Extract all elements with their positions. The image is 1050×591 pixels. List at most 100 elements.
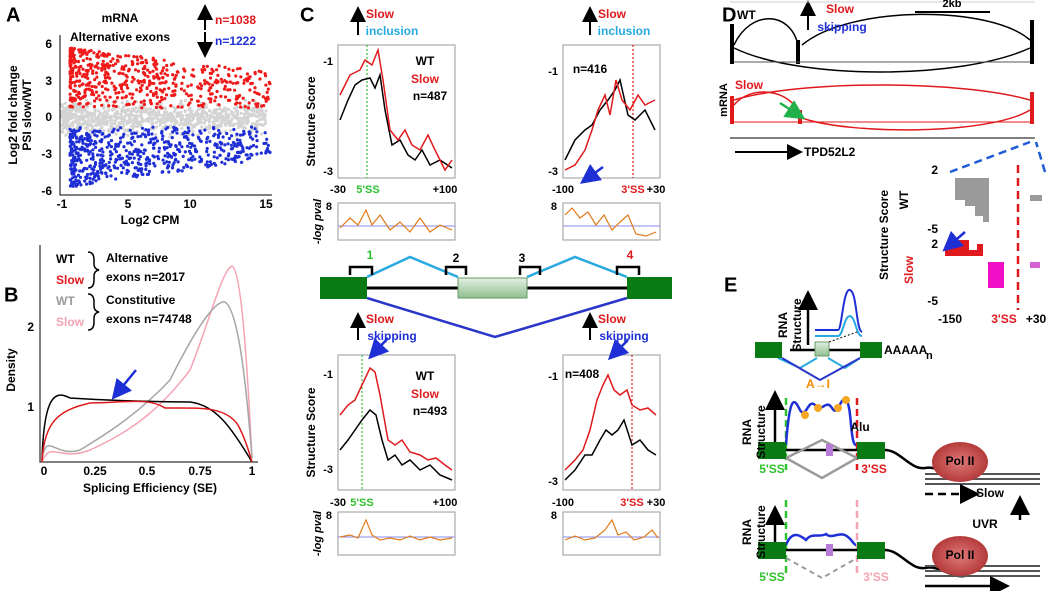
scatter-dot (218, 107, 222, 111)
scatter-dot (89, 139, 93, 143)
scatter-dot (101, 154, 105, 158)
scatter-dot (154, 133, 158, 137)
plot-frame (562, 202, 661, 241)
scatter-dot (238, 66, 242, 71)
scatter-dot (84, 87, 89, 91)
scatter-dot (103, 135, 107, 139)
axis (59, 35, 272, 196)
scatter-dot (82, 147, 87, 151)
scatter-dot (151, 92, 155, 96)
scatter-dot (230, 157, 234, 161)
scatter-dot (132, 131, 137, 135)
label: 5'SS (759, 462, 785, 476)
scatter-dot (68, 92, 72, 96)
scatter-dot (218, 146, 222, 150)
scatter-dot (78, 175, 83, 179)
scatter-dot (148, 79, 152, 83)
scatter-dot (135, 121, 139, 125)
scatter-dot (137, 157, 141, 161)
scatter-dot (233, 106, 237, 111)
scatter-dot (88, 164, 92, 168)
label: n=487 (413, 89, 448, 103)
scatter-dot (250, 122, 255, 126)
scatter-dot (207, 89, 211, 93)
scatter-dot (112, 69, 116, 73)
scatter-dot (241, 116, 245, 120)
label: Slow (902, 255, 916, 284)
label: RNA (740, 419, 754, 445)
arrow (111, 369, 137, 400)
scatter-dot (197, 116, 201, 120)
scatter-dot (71, 50, 75, 54)
label: -1 (323, 56, 333, 68)
scatter-dot (107, 133, 111, 137)
label: -3 (548, 476, 558, 488)
scatter-dot (235, 94, 239, 98)
scatter-dot (80, 52, 85, 56)
scatter-dot (100, 68, 104, 72)
scatter-dot (248, 88, 252, 92)
scatter-dot (184, 122, 188, 126)
label: skipping (817, 20, 866, 34)
scatter-dot (228, 88, 232, 92)
scatter-dot (179, 87, 183, 91)
scatter-dot (259, 151, 263, 155)
label: Structure (790, 298, 804, 352)
scatter-dot (117, 91, 121, 95)
scatter-dot (105, 54, 109, 58)
scatter-dot (109, 157, 113, 161)
scatter-dot (263, 121, 267, 125)
scatter-dot (162, 113, 166, 117)
scatter-dot (158, 100, 162, 104)
scatter-dot (140, 106, 144, 110)
label: Slow (366, 7, 395, 21)
scatter-dot (231, 81, 235, 85)
scatter-dot (120, 96, 124, 100)
scatter-dot (74, 151, 78, 155)
scatter-dot (255, 139, 259, 143)
scatter-dot (191, 133, 195, 137)
scatter-dot (216, 135, 220, 139)
scatter-dot (107, 52, 111, 57)
scatter-dot (63, 122, 67, 126)
scatter-dot (208, 76, 213, 80)
scatter-dot (72, 88, 76, 92)
scatter-dot (155, 67, 159, 71)
label: n=1038 (215, 13, 256, 27)
scatter-dot (74, 65, 78, 69)
scatter-dot (158, 81, 162, 85)
scatter-dot (256, 114, 260, 118)
scatter-dot (140, 83, 144, 87)
scatter-dot (154, 125, 158, 129)
scatter-dot (119, 112, 123, 116)
label: inclusion (598, 24, 651, 38)
label: Slow (411, 72, 440, 86)
scatter-dot (167, 86, 171, 90)
scatter-dot (179, 99, 183, 103)
scatter-dot (156, 154, 160, 159)
scatter-dot (266, 87, 270, 91)
scatter-dot (131, 61, 135, 65)
scatter-dot (204, 163, 208, 167)
label: -5 (927, 294, 938, 308)
scatter-dot (139, 100, 143, 104)
scatter-dot (136, 69, 140, 73)
scatter-dot (245, 79, 250, 83)
label: PSI slow/WT (20, 79, 34, 151)
scatter-dot (241, 120, 245, 124)
scatter-dot (84, 69, 88, 73)
scatter-dot (255, 91, 259, 95)
scatter-dot (101, 91, 105, 95)
label: 8 (551, 201, 557, 213)
scatter-dot (140, 56, 144, 60)
label: 10 (183, 197, 197, 211)
scatter-dot (180, 126, 184, 130)
scatter-dot (85, 122, 89, 126)
scatter-dot (63, 108, 67, 112)
scatter-dot (93, 133, 97, 137)
scatter-dot (149, 102, 153, 106)
scatter-dot (94, 145, 98, 149)
scatter-dot (147, 141, 151, 145)
scatter-dot (100, 147, 104, 151)
scatter-dot (165, 63, 169, 68)
